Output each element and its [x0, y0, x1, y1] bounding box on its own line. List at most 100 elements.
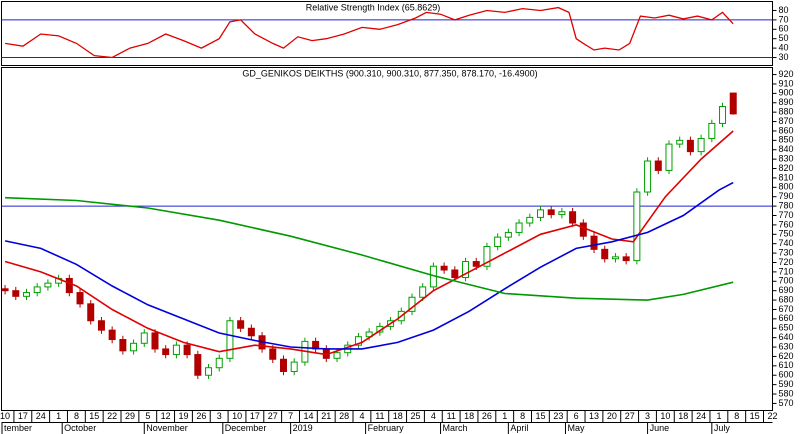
y-tick-label: 570	[779, 398, 794, 408]
candle-body	[108, 329, 116, 341]
candle-body	[686, 139, 694, 153]
y-tick-label: 630	[779, 341, 794, 351]
x-tick-label: 23	[553, 411, 563, 421]
x-tick-label: 21	[321, 411, 331, 421]
price-panel	[1, 67, 773, 411]
x-tick-label: 22	[107, 411, 117, 421]
x-tick-label: 13	[589, 411, 599, 421]
candle-body	[451, 269, 459, 279]
x-tick-label: 20	[607, 411, 617, 421]
x-tick-label: 24	[36, 411, 46, 421]
x-tick-label: 8	[734, 411, 739, 421]
month-label: March	[443, 423, 468, 433]
candle-body	[97, 320, 105, 331]
y-tick-label: 70	[779, 14, 789, 24]
candle-body	[579, 222, 587, 237]
candle-body	[729, 92, 737, 115]
candle-body	[22, 292, 30, 297]
candle-body	[237, 320, 245, 329]
y-tick-label: 30	[779, 52, 789, 62]
x-tick-label: 12	[161, 411, 171, 421]
x-tick-label: 22	[767, 411, 777, 421]
month-label: November	[146, 423, 188, 433]
x-tick-label: 26	[482, 411, 492, 421]
x-tick-label: 29	[125, 411, 135, 421]
x-tick-label: 15	[89, 411, 99, 421]
y-tick-label: 690	[779, 285, 794, 295]
x-tick-label: 14	[303, 411, 313, 421]
y-tick-label: 720	[779, 257, 794, 267]
month-label: tember	[4, 423, 32, 433]
y-tick-label: 80	[779, 5, 789, 15]
candle-body	[654, 160, 662, 171]
candle-body	[644, 160, 652, 193]
moving-average	[4, 130, 734, 356]
candle-body	[333, 352, 341, 359]
y-tick-label: 850	[779, 135, 794, 145]
y-tick-label: 810	[779, 172, 794, 182]
candle-body	[601, 248, 609, 260]
candle-body	[483, 246, 491, 267]
candle-body	[365, 331, 373, 338]
y-tick-label: 730	[779, 247, 794, 257]
y-tick-label: 890	[779, 97, 794, 107]
y-tick-label: 790	[779, 191, 794, 201]
x-tick-label: 27	[268, 411, 278, 421]
candle-body	[119, 339, 127, 352]
candle-body	[665, 143, 673, 171]
y-tick-label: 700	[779, 276, 794, 286]
candle-body	[676, 139, 684, 145]
x-tick-label: 11	[447, 411, 456, 421]
candle-body	[205, 367, 213, 376]
month-label: April	[510, 423, 528, 433]
y-tick-label: 650	[779, 323, 794, 333]
month-label: December	[225, 423, 267, 433]
y-tick-label: 660	[779, 313, 794, 323]
x-tick-label: 1	[502, 411, 507, 421]
x-tick-label: 4	[360, 411, 365, 421]
x-tick-label: 8	[74, 411, 79, 421]
candle-body	[290, 361, 298, 372]
candle-body	[1, 288, 9, 292]
y-tick-label: 610	[779, 360, 794, 370]
candle-body	[12, 290, 20, 297]
y-tick-label: 910	[779, 78, 794, 88]
candle-body	[462, 261, 470, 279]
candle-body	[194, 354, 202, 376]
month-label: July	[714, 423, 731, 433]
candle-body	[558, 211, 566, 216]
candle-body	[140, 332, 148, 344]
y-tick-label: 870	[779, 116, 794, 126]
candle-body	[33, 286, 41, 294]
rsi-line	[4, 6, 734, 59]
y-tick-label: 820	[779, 163, 794, 173]
candle-body	[151, 332, 159, 350]
candle-body	[183, 344, 191, 356]
month-label: May	[567, 423, 585, 433]
x-tick-label: 18	[393, 411, 403, 421]
x-tick-label: 10	[0, 411, 10, 421]
candle-body	[65, 277, 73, 294]
x-tick-label: 28	[339, 411, 349, 421]
y-tick-label: 580	[779, 388, 794, 398]
y-tick-label: 40	[779, 42, 789, 52]
y-tick-label: 920	[779, 69, 794, 79]
x-tick-label: 3	[645, 411, 650, 421]
x-tick-label: 19	[179, 411, 189, 421]
candle-body	[76, 292, 84, 305]
y-tick-label: 620	[779, 351, 794, 361]
x-tick-label: 1	[56, 411, 61, 421]
y-tick-label: 860	[779, 125, 794, 135]
candle-body	[633, 191, 641, 262]
y-tick-label: 600	[779, 370, 794, 380]
candle-body	[44, 282, 52, 288]
candle-body	[162, 348, 170, 356]
candle-body	[172, 344, 180, 356]
moving-average	[4, 181, 734, 350]
candle-body	[719, 106, 727, 124]
x-tick-label: 17	[250, 411, 260, 421]
month-label: October	[64, 423, 96, 433]
x-tick-label: 26	[196, 411, 206, 421]
y-tick-label: 680	[779, 294, 794, 304]
